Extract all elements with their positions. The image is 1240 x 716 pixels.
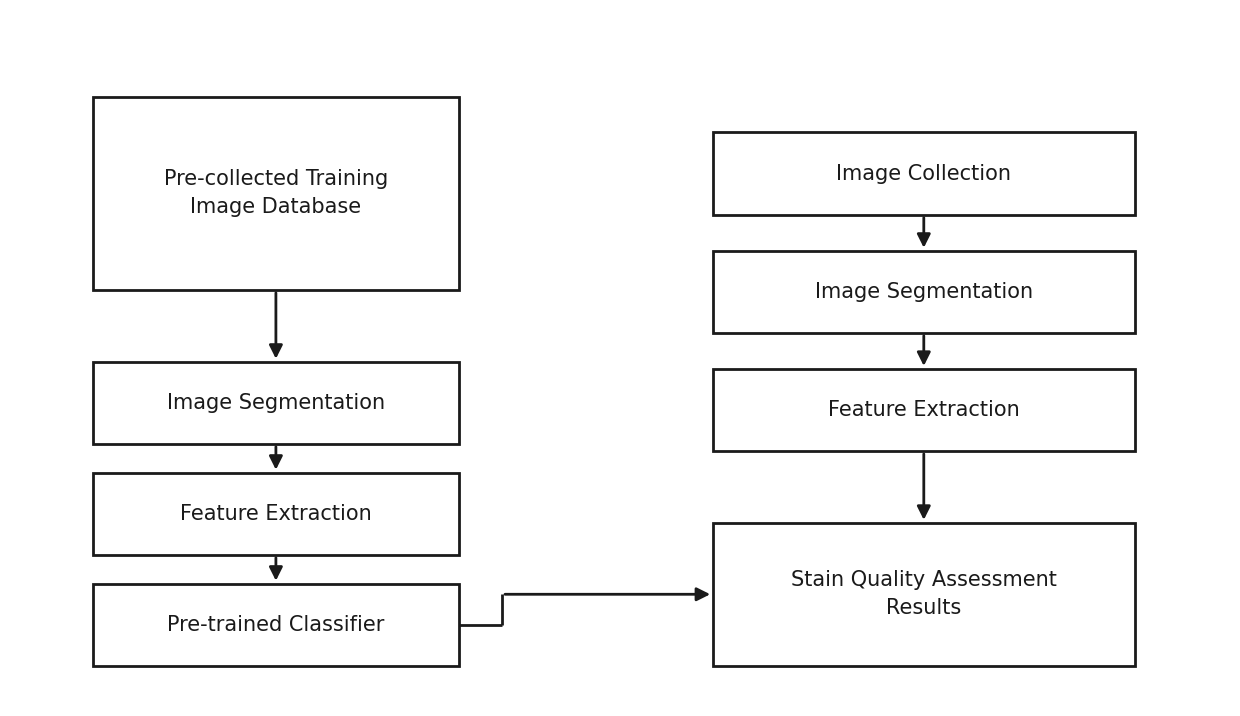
Bar: [713, 523, 1135, 666]
Bar: [93, 473, 459, 555]
Bar: [93, 97, 459, 290]
Text: Image Collection: Image Collection: [836, 164, 1012, 183]
Text: Feature Extraction: Feature Extraction: [828, 400, 1019, 420]
Bar: [713, 251, 1135, 333]
Text: Pre-collected Training
Image Database: Pre-collected Training Image Database: [164, 169, 388, 218]
Text: Image Segmentation: Image Segmentation: [167, 393, 384, 412]
Bar: [93, 584, 459, 666]
Bar: [93, 362, 459, 444]
Bar: [713, 132, 1135, 215]
Text: Stain Quality Assessment
Results: Stain Quality Assessment Results: [791, 570, 1056, 619]
Text: Feature Extraction: Feature Extraction: [180, 504, 372, 523]
Text: Pre-trained Classifier: Pre-trained Classifier: [167, 615, 384, 634]
Text: Image Segmentation: Image Segmentation: [815, 282, 1033, 301]
Bar: [713, 369, 1135, 451]
